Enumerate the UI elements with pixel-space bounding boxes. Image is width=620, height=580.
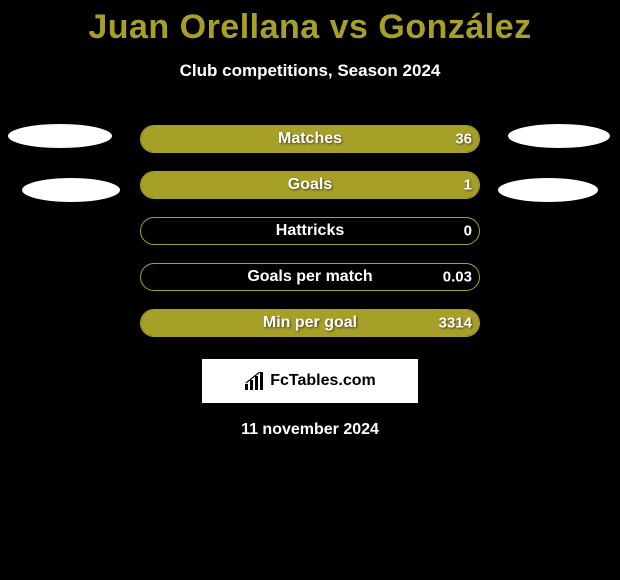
bar-track: Goals bbox=[140, 171, 480, 199]
bar-track: Goals per match bbox=[140, 263, 480, 291]
stat-value-right: 3314 bbox=[439, 315, 472, 332]
subtitle: Club competitions, Season 2024 bbox=[0, 61, 620, 81]
logo-box: FcTables.com bbox=[202, 359, 418, 403]
stat-value-right: 0 bbox=[464, 223, 472, 240]
stat-row: Goals 1 bbox=[0, 171, 620, 199]
bar-track: Min per goal bbox=[140, 309, 480, 337]
stat-label: Goals bbox=[288, 176, 332, 194]
stat-row: Goals per match 0.03 bbox=[0, 263, 620, 291]
logo-text: FcTables.com bbox=[270, 372, 376, 390]
bar-track: Matches bbox=[140, 125, 480, 153]
footer-date: 11 november 2024 bbox=[0, 421, 620, 439]
stat-row: Min per goal 3314 bbox=[0, 309, 620, 337]
stat-label: Goals per match bbox=[247, 268, 372, 286]
chart-icon bbox=[244, 372, 264, 390]
stat-value-right: 1 bbox=[464, 177, 472, 194]
stat-row: Hattricks 0 bbox=[0, 217, 620, 245]
stat-label: Min per goal bbox=[263, 314, 357, 332]
page-title: Juan Orellana vs González bbox=[0, 0, 620, 47]
stat-value-right: 36 bbox=[455, 131, 472, 148]
stats-container: Matches 36 Goals 1 Hattricks 0 Goals per match… bbox=[0, 125, 620, 337]
stat-label: Matches bbox=[278, 130, 342, 148]
stat-value-right: 0.03 bbox=[443, 269, 472, 286]
bar-track: Hattricks bbox=[140, 217, 480, 245]
stat-label: Hattricks bbox=[276, 222, 344, 240]
stat-row: Matches 36 bbox=[0, 125, 620, 153]
